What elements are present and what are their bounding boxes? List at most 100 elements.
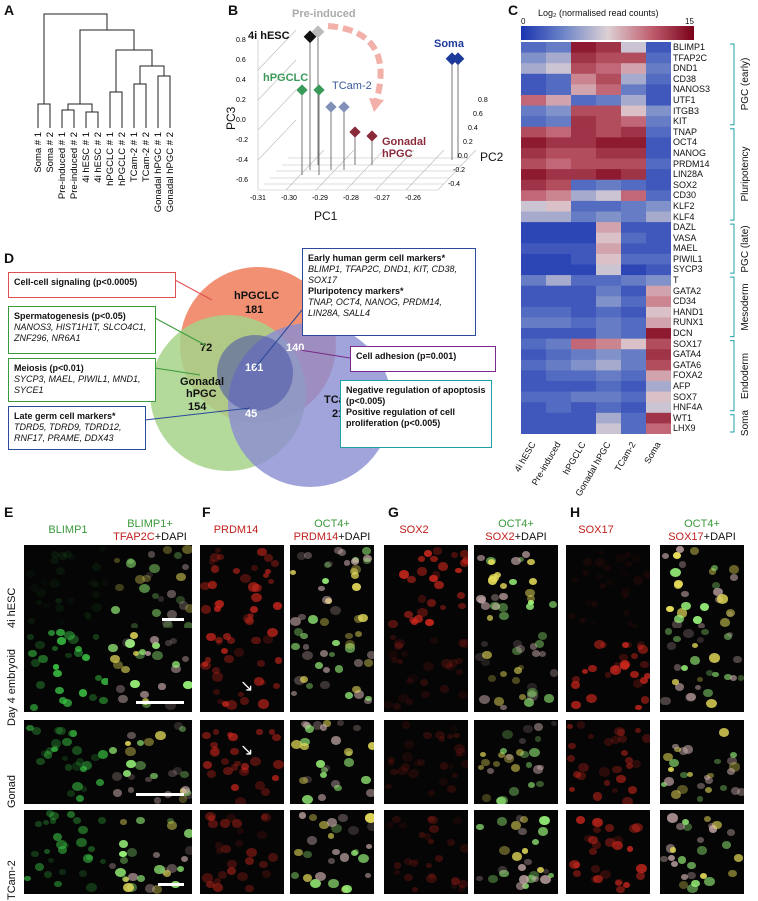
nucleus xyxy=(500,704,508,711)
nucleus xyxy=(261,870,272,879)
nucleus xyxy=(427,790,435,797)
nucleus xyxy=(459,550,468,558)
heatmap-group-bracket xyxy=(730,223,735,274)
nucleus xyxy=(347,826,359,836)
pca-tick-label: -0.31 xyxy=(250,195,266,202)
pca-tick-label: 0.4 xyxy=(468,125,478,132)
nucleus xyxy=(456,591,466,599)
nucleus xyxy=(365,695,372,702)
nucleus xyxy=(176,865,184,872)
heatmap-cell xyxy=(646,306,671,318)
nucleus xyxy=(593,875,603,884)
nucleus xyxy=(208,581,217,589)
nucleus xyxy=(207,814,215,821)
nucleus xyxy=(407,575,416,584)
nucleus xyxy=(515,644,526,653)
nucleus xyxy=(518,827,527,836)
heatmap-gene-label: WT1 xyxy=(673,412,692,423)
heatmap-cell xyxy=(621,179,646,191)
nucleus xyxy=(683,628,694,639)
nucleus xyxy=(589,620,596,627)
nucleus xyxy=(547,872,555,879)
nucleus xyxy=(53,670,62,678)
nucleus xyxy=(496,817,508,827)
nucleus xyxy=(721,841,731,849)
nucleus xyxy=(527,782,535,789)
nucleus xyxy=(438,777,448,786)
nucleus xyxy=(87,845,96,853)
nucleus xyxy=(621,750,629,757)
heatmap-cell xyxy=(546,42,571,53)
nucleus xyxy=(429,574,439,583)
nucleus xyxy=(49,817,57,824)
heatmap-cell xyxy=(546,222,571,234)
heatmap-cell xyxy=(596,169,621,181)
nucleus xyxy=(615,880,623,886)
nucleus xyxy=(426,873,437,883)
pca-tick-label: 0.8 xyxy=(478,97,488,104)
heatmap-scale-max: 15 xyxy=(685,17,694,26)
nucleus xyxy=(726,756,737,766)
nucleus xyxy=(678,880,688,889)
nucleus xyxy=(617,729,625,736)
nucleus xyxy=(664,628,672,635)
nucleus xyxy=(499,869,509,878)
nucleus xyxy=(272,602,282,610)
nucleus xyxy=(387,760,394,766)
nucleus xyxy=(206,770,216,778)
nucleus xyxy=(178,795,188,803)
nucleus xyxy=(612,765,622,774)
nucleus xyxy=(97,816,107,825)
nucleus xyxy=(397,766,408,776)
micrograph xyxy=(474,545,558,629)
nucleus xyxy=(154,865,165,874)
nucleus xyxy=(246,848,257,857)
nucleus xyxy=(454,743,466,753)
heatmap-cell xyxy=(571,232,596,244)
nucleus xyxy=(737,788,744,796)
heatmap-cell xyxy=(646,169,671,181)
nucleus xyxy=(708,568,717,575)
nucleus xyxy=(526,682,537,692)
nucleus xyxy=(136,874,146,883)
heatmap-cell xyxy=(571,42,596,53)
heatmap-cell xyxy=(546,126,571,138)
nucleus xyxy=(451,772,459,778)
nucleus xyxy=(129,679,140,689)
heatmap-cell xyxy=(596,328,621,340)
dendrogram-leaf-label: hPGCLC # 2 xyxy=(117,132,128,186)
nucleus xyxy=(234,648,244,657)
heatmap-cell xyxy=(546,338,571,350)
nucleus xyxy=(499,846,511,856)
nucleus xyxy=(491,603,501,611)
heatmap-cell xyxy=(521,158,546,170)
nucleus xyxy=(183,829,192,839)
nucleus xyxy=(480,752,487,758)
panel-label-f: F xyxy=(202,504,211,520)
heatmap-cell xyxy=(546,285,571,297)
nucleus xyxy=(569,613,576,619)
nucleus xyxy=(678,747,688,755)
nucleus xyxy=(614,726,626,737)
nucleus xyxy=(52,833,63,842)
nucleus xyxy=(576,771,587,780)
micrograph xyxy=(108,810,192,894)
heatmap-cell xyxy=(571,296,596,308)
heatmap-cell xyxy=(646,222,671,234)
nucleus xyxy=(167,590,176,598)
nucleus xyxy=(299,776,309,784)
heatmap-cell xyxy=(571,359,596,371)
nucleus xyxy=(673,635,681,643)
nucleus xyxy=(67,790,76,798)
heatmap-cell xyxy=(521,243,546,255)
nucleus xyxy=(527,599,535,606)
pca-tick-label: 0.6 xyxy=(236,57,246,64)
nucleus xyxy=(212,729,220,735)
nucleus xyxy=(566,723,573,729)
heatmap-cell xyxy=(546,402,571,414)
nucleus xyxy=(140,690,149,698)
row-label-day4: Day 4 embryoid xyxy=(6,648,18,726)
nucleus xyxy=(685,692,697,702)
nucleus xyxy=(332,849,340,856)
